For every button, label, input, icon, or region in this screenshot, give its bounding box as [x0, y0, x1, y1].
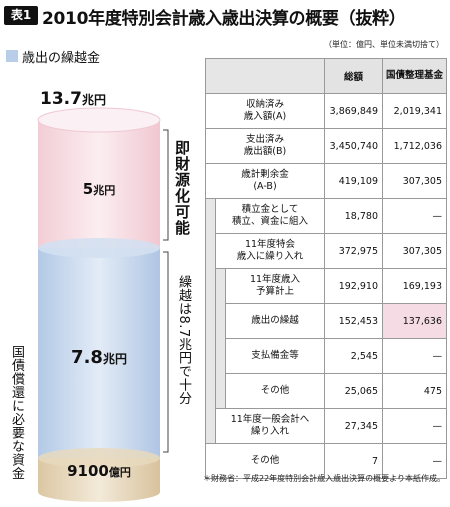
header-blank — [205, 58, 325, 94]
row-fund: 169,193 — [382, 268, 447, 304]
row-label: 支払備金等 — [225, 338, 325, 374]
table-row: 11年度特会 歳入に繰り入れ 372,975 307,305 — [206, 233, 447, 269]
label-immediate-funding: 即財源化可能 — [173, 140, 191, 236]
segment-value-available: 5 — [82, 180, 94, 198]
page-title: 2010年度特別会計歳入歳出決算の概要（抜粋） — [42, 9, 406, 29]
segment-unit-available: 兆円 — [93, 184, 116, 197]
cylinder-segment-available — [38, 120, 160, 248]
row-fund: — — [382, 198, 447, 234]
indent-cell — [205, 198, 216, 444]
table-badge: 表1 — [4, 6, 38, 25]
label-carryover-sufficient: 繰越は8.7兆円で十分 — [176, 275, 191, 406]
row-total: 192,910 — [324, 268, 383, 304]
row-total: 3,869,849 — [324, 93, 383, 129]
row-label: 支出済み 歳出額(B) — [205, 128, 325, 164]
row-total: 372,975 — [324, 233, 383, 269]
row-total: 25,065 — [324, 373, 383, 409]
row-fund: 475 — [382, 373, 447, 409]
row-label: 11年度特会 歳入に繰り入れ — [215, 233, 325, 269]
table-row: その他 25,065 475 — [206, 373, 447, 409]
row-fund: 1,712,036 — [382, 128, 447, 164]
row-fund: 2,019,341 — [382, 93, 447, 129]
table-row: その他 7 — — [205, 443, 447, 479]
table-row: 収納済み 歳入額(A) 3,869,849 2,019,341 — [205, 93, 447, 129]
table-row: 積立金として 積立、資金に組入 18,780 — — [205, 198, 447, 444]
row-total: 18,780 — [324, 198, 383, 234]
legend-swatch — [6, 50, 18, 62]
label-redemption-funds: 国債償還に必要な資金 — [9, 345, 24, 480]
cylinder-divider-2 — [38, 448, 160, 468]
segment-unit-carryover: 兆円 — [102, 352, 127, 366]
cylinder-bottom-cap — [38, 482, 160, 502]
cylinder-divider-1 — [38, 238, 160, 258]
row-label: 11年度一般会計へ 繰り入れ — [215, 408, 325, 444]
unit-note: （単位：億円、単位未満切捨て） — [324, 40, 444, 49]
column-header-total: 総額 — [324, 58, 383, 94]
segment-unit-redemption: 億円 — [108, 466, 131, 479]
row-label: 積立金として 積立、資金に組入 — [215, 198, 325, 234]
row-label: その他 — [225, 373, 325, 409]
row-total: 27,345 — [324, 408, 383, 444]
column-header-fund: 国債整理基金 — [382, 58, 447, 94]
segment-label-redemption: 9100億円 — [44, 462, 154, 480]
cylinder-total-value: 13.7 — [40, 89, 82, 109]
row-total: 2,545 — [324, 338, 383, 374]
table-row: 歳出の繰越 152,453 137,636 — [206, 303, 447, 339]
row-total: 152,453 — [324, 303, 383, 339]
segment-label-available: 5兆円 — [58, 180, 140, 198]
cylinder-segment-carryover — [38, 248, 160, 458]
table-row: 支払備金等 2,545 — — [206, 338, 447, 374]
table-header-row: 総額 国債整理基金 — [205, 58, 447, 94]
cylinder-diagram — [37, 107, 169, 502]
row-fund: 307,305 — [382, 233, 447, 269]
legend-label: 歳出の繰越金 — [22, 51, 101, 66]
bracket-available — [163, 129, 169, 241]
row-total: 7 — [324, 443, 383, 479]
cylinder-total-unit: 兆円 — [81, 93, 106, 107]
footnote: ＊財務省：平成22年度特別会計歳入歳出決算の概要より本紙作成。 — [203, 474, 446, 483]
row-fund: — — [382, 443, 447, 479]
indent-cell — [215, 268, 226, 409]
table-row: 11年度一般会計へ 繰り入れ 27,345 — — [206, 408, 447, 444]
bracket-carryover — [163, 251, 169, 453]
table-row: 11年度歳入 予算計上 192,910 169,193 — [206, 268, 447, 409]
row-label: 歳出の繰越 — [225, 303, 325, 339]
row-fund: 307,305 — [382, 163, 447, 199]
row-fund-highlight: 137,636 — [382, 303, 447, 339]
cylinder-top-cap — [37, 107, 161, 133]
segment-value-carryover: 7.8 — [71, 347, 103, 368]
row-label: 11年度歳入 予算計上 — [225, 268, 325, 304]
row-fund: — — [382, 408, 447, 444]
row-total: 419,109 — [324, 163, 383, 199]
settlement-table: 総額 国債整理基金 収納済み 歳入額(A) 3,869,849 2,019,34… — [205, 58, 447, 479]
table-row: 歳計剰余金 (A-B) 419,109 307,305 — [205, 163, 447, 199]
row-fund: — — [382, 338, 447, 374]
table-row: 支出済み 歳出額(B) 3,450,740 1,712,036 — [205, 128, 447, 164]
row-label: 歳計剰余金 (A-B) — [205, 163, 325, 199]
row-total: 3,450,740 — [324, 128, 383, 164]
cylinder-total: 13.7兆円 — [40, 89, 106, 109]
segment-label-carryover: 7.8兆円 — [50, 347, 148, 368]
segment-value-redemption: 9100 — [67, 462, 109, 480]
row-label: 収納済み 歳入額(A) — [205, 93, 325, 129]
